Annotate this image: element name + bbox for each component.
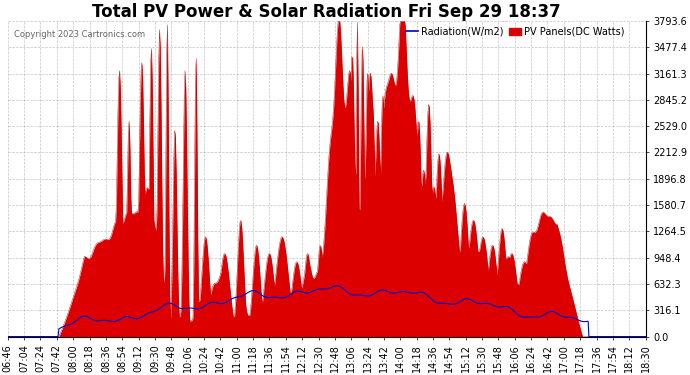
Text: Copyright 2023 Cartronics.com: Copyright 2023 Cartronics.com [14, 30, 146, 39]
Title: Total PV Power & Solar Radiation Fri Sep 29 18:37: Total PV Power & Solar Radiation Fri Sep… [92, 3, 561, 21]
Legend: Radiation(W/m2), PV Panels(DC Watts): Radiation(W/m2), PV Panels(DC Watts) [402, 22, 628, 40]
